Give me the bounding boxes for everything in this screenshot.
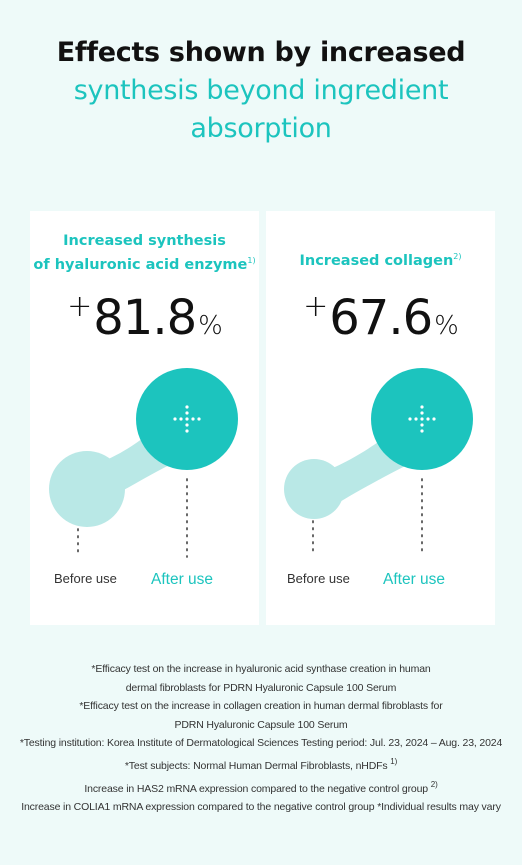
plus-sign: + [67, 289, 92, 324]
hyaluronic-card: Increased synthesis of hyaluronic acid e… [30, 211, 259, 625]
value-number: 67.6 [329, 290, 433, 346]
note-text: *Test subjects: Normal Human Dermal Fibr… [124, 759, 388, 772]
note-ref: 1) [390, 756, 398, 766]
note-line: Increase in HAS2 mRNA expression compare… [0, 776, 522, 799]
card-title: Increased collagen2) [266, 247, 495, 271]
value-number: 81.8 [93, 290, 197, 346]
percent-value: +67.6% [266, 289, 495, 346]
note-line: PDRN Hyaluronic Capsule 100 Serum [174, 718, 348, 731]
note-line: *Testing institution: Korea Institute of… [19, 737, 503, 750]
note-line: *Test subjects: Normal Human Dermal Fibr… [0, 753, 522, 776]
before-circle [284, 459, 344, 519]
card-title: Increased synthesis of hyaluronic acid e… [30, 231, 259, 275]
note-line: *Efficacy test on the increase in collag… [79, 700, 443, 713]
percent-unit: % [198, 311, 223, 341]
plus-sign: + [303, 289, 328, 324]
note-ref: 2) [430, 779, 438, 789]
percent-unit: % [434, 311, 459, 341]
collagen-card: Increased collagen2) +67.6% Before use A… [266, 211, 495, 625]
footnote-ref: 1) [247, 256, 256, 265]
footnotes: *Efficacy test on the increase in hyalur… [0, 660, 522, 817]
plus-dots-icon [173, 405, 201, 433]
before-circle [49, 451, 125, 527]
note-line: Increase in COLIA1 mRNA expression compa… [21, 801, 501, 814]
headline-line-1: Effects shown by increased [56, 37, 466, 68]
headline-line-2: synthesis beyond ingredient [73, 75, 449, 106]
card-title-line-1: Increased collagen [299, 253, 454, 269]
percent-value: +81.8% [30, 289, 259, 346]
before-use-label: Before use [54, 571, 117, 586]
headline-line-3: absorption [190, 113, 332, 144]
footnote-ref: 2) [453, 252, 462, 261]
before-use-label: Before use [287, 571, 350, 586]
after-use-label: After use [151, 571, 214, 588]
note-line: dermal fibroblasts for PDRN Hyaluronic C… [125, 681, 397, 694]
after-use-label: After use [383, 571, 446, 588]
card-title-line-2: of hyaluronic acid enzyme [33, 257, 248, 273]
note-line: *Efficacy test on the increase in hyalur… [91, 663, 431, 675]
molecule-graphic [49, 368, 238, 558]
card-title-line-1: Increased synthesis [63, 233, 226, 249]
molecule-graphic [284, 368, 473, 556]
headline: Effects shown by increased synthesis bey… [0, 34, 522, 148]
plus-dots-icon [408, 405, 436, 433]
note-text: Increase in HAS2 mRNA expression compare… [84, 782, 428, 795]
